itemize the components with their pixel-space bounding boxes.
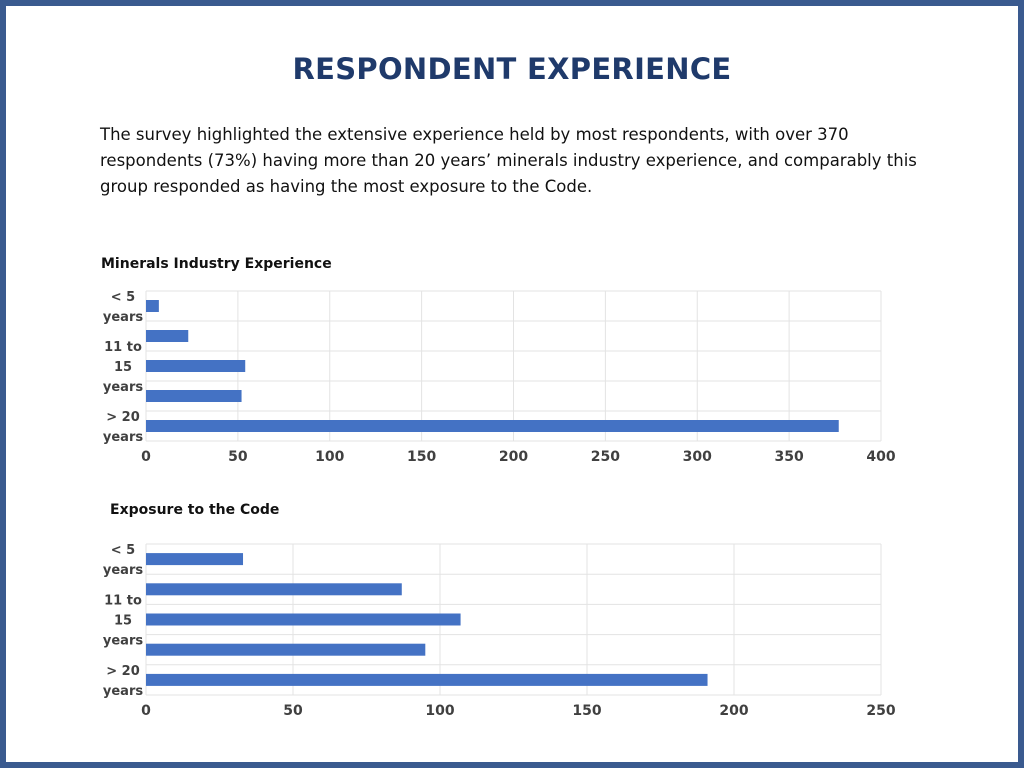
chart-title-exposure: Exposure to the Code: [110, 502, 280, 518]
page-title: RESPONDENT EXPERIENCE: [292, 52, 732, 86]
intro-paragraph: The survey highlighted the extensive exp…: [100, 125, 917, 196]
chart-title-experience: Minerals Industry Experience: [101, 256, 332, 272]
